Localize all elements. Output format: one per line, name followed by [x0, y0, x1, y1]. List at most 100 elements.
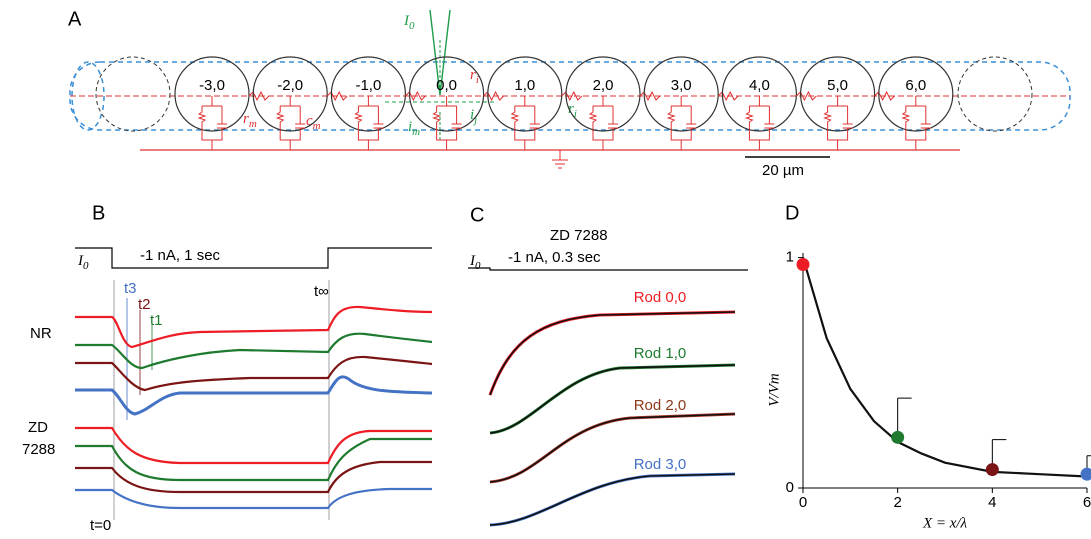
stim-label: I0	[469, 253, 481, 271]
rod-label: Rod 0,0	[634, 289, 687, 306]
cell-circuit	[353, 96, 384, 150]
time-label: t=0	[90, 517, 111, 534]
point	[891, 430, 905, 444]
cell	[252, 56, 328, 132]
cell-circuit	[432, 96, 462, 150]
ghost-cell	[957, 56, 1033, 132]
point	[1080, 467, 1091, 481]
row-label: 7288	[22, 441, 55, 458]
cell-circuit	[901, 96, 931, 150]
resistor	[561, 90, 583, 102]
cell	[878, 56, 954, 132]
stim-text: -1 nA, 1 sec	[140, 247, 221, 264]
resistor	[405, 90, 426, 102]
rod-label: Rod 1,0	[634, 345, 687, 362]
source-label: I0	[403, 13, 415, 31]
scale-label: 20 µm	[762, 162, 804, 179]
cell-circuit	[510, 96, 540, 150]
time-label: t3	[124, 280, 137, 297]
trace	[489, 412, 736, 484]
cell-label: -3,0	[199, 77, 225, 94]
row-label: ZD	[28, 419, 48, 436]
trace	[489, 363, 736, 435]
cm-label: cm	[306, 113, 321, 131]
ghost-cell	[95, 56, 171, 132]
trace	[75, 437, 432, 482]
panel-c-layout	[468, 267, 748, 527]
cell-circuit	[275, 96, 306, 150]
cell-circuit	[588, 96, 618, 150]
stim-text: -1 nA, 0.3 sec	[508, 249, 601, 266]
resistor	[796, 90, 817, 102]
cell-circuit	[823, 96, 853, 150]
trace	[75, 305, 433, 349]
cell-label: 5,0	[827, 77, 848, 94]
cell	[409, 56, 485, 132]
x-tick-label: 2	[893, 494, 901, 511]
cell-circuit	[744, 96, 775, 150]
cell-label: -1,0	[355, 77, 381, 94]
x-tick-label: 6	[1083, 494, 1091, 511]
y-axis-label: V/Vm	[766, 373, 782, 406]
panel-letter: A	[68, 8, 82, 30]
panel-letter: B	[92, 202, 105, 224]
fit-line	[801, 257, 1088, 478]
cells: -3,0 -2,0 -1,0 0,0 1,0 2,0 3,0 4,0 5,0 6,0	[174, 56, 954, 150]
rod-labels: Rod 0,0 Rod 1,0 Rod 2,0 Rod 3,0	[634, 289, 687, 473]
x-axis-label: X = x/λ	[922, 515, 968, 531]
stimulus	[468, 267, 748, 271]
resistor	[326, 90, 348, 102]
cell-label: 2,0	[593, 77, 614, 94]
stimulus	[75, 247, 432, 269]
panel-title: ZD 7288	[550, 227, 608, 244]
trace	[75, 487, 432, 510]
im-label: im	[408, 119, 420, 137]
cell	[565, 56, 641, 132]
cell	[330, 56, 406, 132]
resistor	[717, 90, 739, 102]
time-label: t∞	[314, 283, 329, 300]
cylinder-end	[71, 61, 105, 131]
electrode	[429, 9, 451, 96]
trace	[75, 375, 433, 416]
panel-b-layout	[75, 247, 433, 520]
ground	[552, 150, 568, 169]
trace	[75, 460, 432, 494]
cell	[721, 56, 798, 132]
cell	[487, 56, 563, 132]
cell-label: 0,0	[436, 77, 457, 94]
panel-a-layout	[69, 9, 1071, 169]
error-bar	[897, 397, 912, 438]
row-label: NR	[30, 325, 52, 342]
resistor	[248, 90, 270, 102]
ri-label: ri	[470, 67, 479, 85]
trace	[75, 426, 432, 465]
cell-label: 1,0	[514, 77, 535, 94]
rod-label: Rod 3,0	[634, 456, 687, 473]
cell-label: 4,0	[749, 77, 770, 94]
resistor	[874, 90, 895, 102]
stim-label: I0	[77, 253, 89, 271]
rod-label: Rod 2,0	[634, 397, 687, 414]
cell-label: 6,0	[905, 77, 926, 94]
cell	[643, 56, 719, 132]
trace	[488, 310, 736, 396]
cell-circuit	[666, 96, 697, 150]
cell-circuit	[197, 96, 227, 150]
chart: 0 1 0 2 4 6	[786, 249, 1091, 511]
point	[985, 463, 999, 477]
cell	[799, 56, 876, 132]
point	[796, 258, 810, 272]
trace	[75, 355, 433, 392]
rm-label: rm	[243, 111, 257, 129]
trace	[75, 332, 433, 370]
time-label: t2	[138, 296, 151, 313]
cell	[174, 56, 250, 132]
ri-label: ri	[568, 101, 577, 119]
cell-label: 3,0	[671, 77, 692, 94]
resistor	[483, 90, 504, 102]
resistor	[639, 90, 661, 102]
ij-label: ij	[470, 107, 477, 125]
y-tick-label: 0	[786, 479, 794, 496]
